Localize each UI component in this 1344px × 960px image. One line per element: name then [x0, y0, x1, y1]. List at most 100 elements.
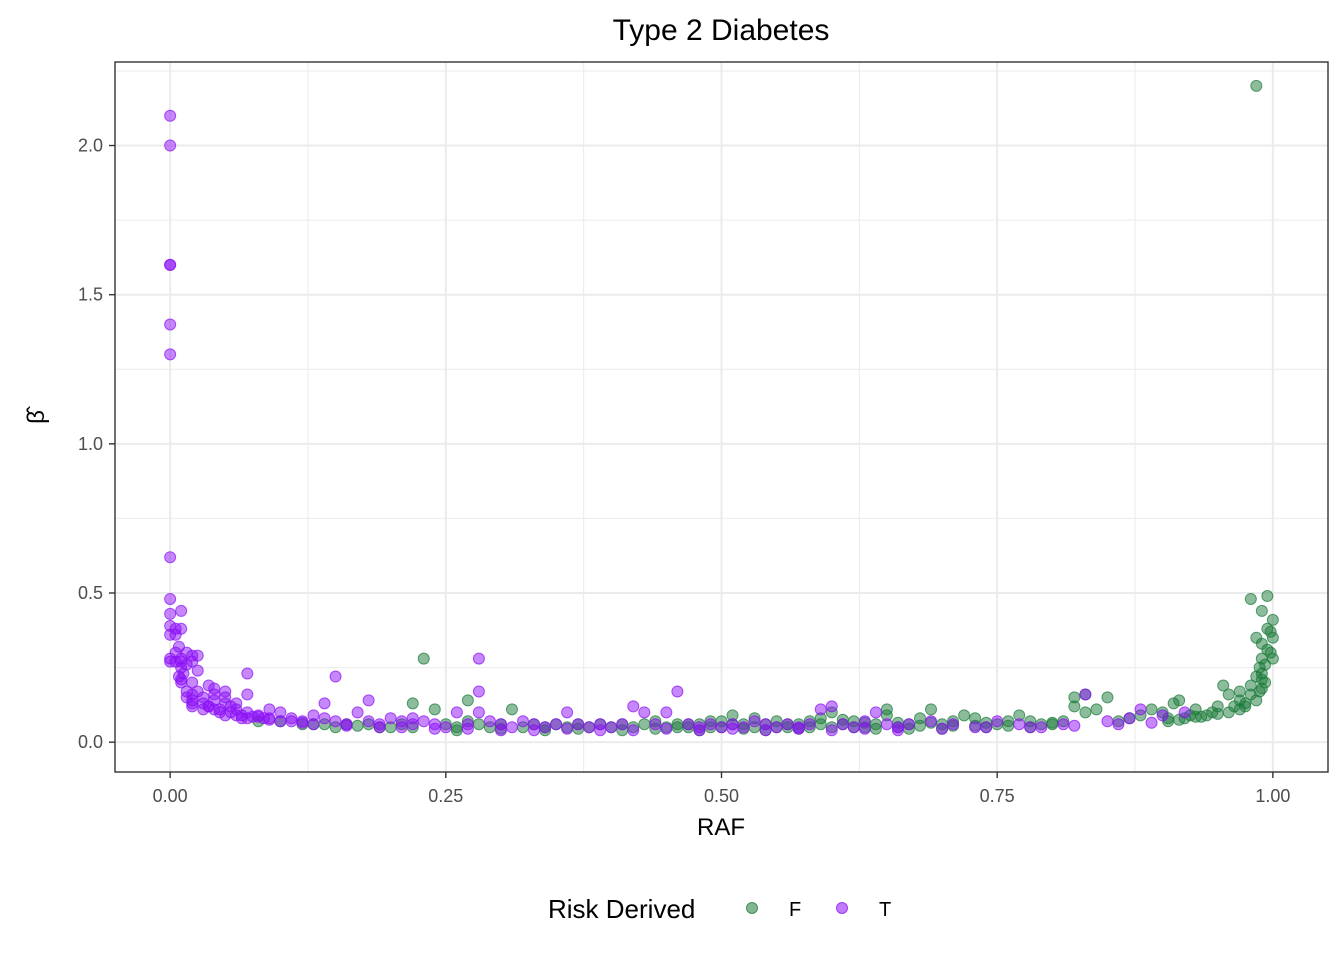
x-tick-label: 0.25	[428, 786, 463, 806]
data-point-f	[1250, 79, 1263, 92]
data-point-t	[947, 718, 960, 731]
data-point-t	[1134, 703, 1147, 716]
data-point-t	[605, 721, 618, 734]
data-point-t	[1123, 712, 1136, 725]
legend-label-f: F	[789, 899, 801, 921]
data-point-t	[748, 715, 761, 728]
data-point-t	[439, 721, 452, 734]
data-point-t	[781, 718, 794, 731]
y-tick-label: 0.0	[78, 732, 103, 752]
y-axis-title: β̂	[23, 406, 50, 424]
data-point-f	[1079, 706, 1092, 719]
data-point-t	[627, 724, 640, 737]
data-point-t	[869, 706, 882, 719]
data-point-t	[483, 715, 496, 728]
data-point-t	[814, 703, 827, 716]
data-point-t	[550, 718, 563, 731]
chart-title: Type 2 Diabetes	[613, 14, 830, 47]
data-point-t	[164, 348, 177, 361]
data-point-f	[1266, 613, 1279, 626]
data-point-t	[362, 715, 375, 728]
data-point-t	[693, 724, 706, 737]
data-point-t	[847, 721, 860, 734]
data-point-t	[836, 718, 849, 731]
data-point-t	[164, 628, 177, 641]
data-point-t	[594, 724, 607, 737]
data-point-t	[991, 715, 1004, 728]
data-point-t	[202, 700, 215, 713]
data-point-t	[164, 607, 177, 620]
data-point-f	[1222, 688, 1235, 701]
data-point-f	[1200, 709, 1213, 722]
x-axis-title: RAF	[697, 814, 745, 841]
data-point-f	[869, 722, 882, 735]
data-point-f	[1255, 604, 1268, 617]
data-point-t	[246, 710, 259, 723]
data-point-t	[517, 715, 530, 728]
data-point-t	[472, 685, 485, 698]
data-point-t	[1057, 718, 1070, 731]
data-point-t	[241, 688, 254, 701]
data-point-f	[1261, 589, 1274, 602]
data-point-t	[164, 592, 177, 605]
data-point-t	[969, 721, 982, 734]
data-point-t	[1178, 706, 1191, 719]
data-point-t	[980, 721, 993, 734]
data-point-t	[528, 724, 541, 737]
data-point-f	[1145, 703, 1158, 716]
data-point-t	[307, 718, 320, 731]
x-tick-label: 0.75	[980, 786, 1015, 806]
data-point-t	[649, 718, 662, 731]
data-point-t	[858, 722, 871, 735]
y-tick-label: 1.0	[78, 434, 103, 454]
data-point-t	[660, 706, 673, 719]
data-point-t	[164, 139, 177, 152]
data-point-t	[825, 724, 838, 737]
data-point-t	[186, 676, 199, 689]
data-point-t	[164, 551, 177, 564]
data-point-f	[1211, 707, 1224, 720]
data-point-t	[428, 722, 441, 735]
data-point-t	[704, 718, 717, 731]
data-point-t	[792, 722, 805, 735]
data-point-t	[406, 718, 419, 731]
data-point-f	[1222, 706, 1235, 719]
data-point-t	[472, 652, 485, 665]
data-point-f	[461, 694, 474, 707]
data-point-t	[726, 722, 739, 735]
data-point-t	[417, 715, 430, 728]
legend: Risk Derived F T	[548, 894, 891, 924]
y-tick-label: 1.5	[78, 285, 103, 305]
data-point-t	[191, 664, 204, 677]
data-point-t	[1112, 718, 1125, 731]
data-point-f	[925, 703, 938, 716]
data-point-t	[638, 706, 651, 719]
data-point-t	[175, 604, 188, 617]
y-tick-label: 2.0	[78, 136, 103, 156]
data-point-f	[450, 724, 463, 737]
data-point-t	[224, 706, 237, 719]
data-point-t	[329, 715, 342, 728]
data-point-f	[958, 709, 971, 722]
data-point-t	[660, 722, 673, 735]
legend-key-f	[746, 902, 758, 914]
data-point-t	[1156, 709, 1169, 722]
data-point-f	[472, 718, 485, 731]
data-point-t	[1035, 721, 1048, 734]
data-point-f	[351, 719, 364, 732]
data-point-t	[1079, 688, 1092, 701]
data-point-f	[428, 703, 441, 716]
data-point-t	[1068, 719, 1081, 732]
data-point-f	[1239, 700, 1252, 713]
data-point-f	[1266, 631, 1279, 644]
data-point-t	[450, 706, 463, 719]
data-point-t	[362, 694, 375, 707]
data-point-f	[1244, 592, 1257, 605]
data-point-t	[169, 646, 182, 659]
data-point-f	[1189, 710, 1202, 723]
data-point-f	[1002, 715, 1015, 728]
data-point-t	[539, 721, 552, 734]
data-point-t	[472, 706, 485, 719]
data-point-t	[737, 721, 750, 734]
